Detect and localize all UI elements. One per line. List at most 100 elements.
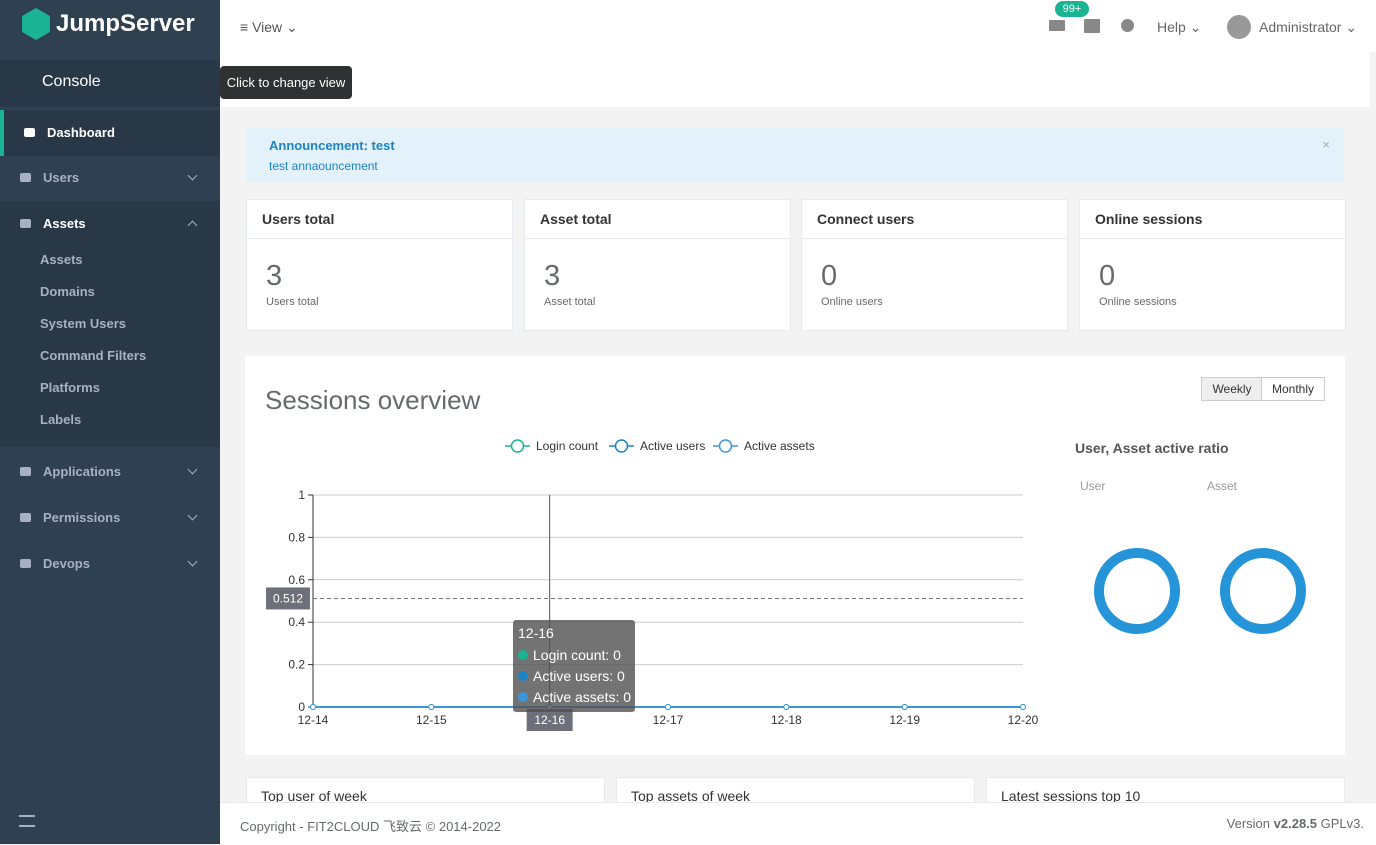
menu-item[interactable]: Applications — [0, 449, 220, 495]
legend-item[interactable]: Active assets — [713, 439, 815, 453]
card-value: 3 — [266, 260, 283, 292]
card-divider — [1080, 238, 1345, 239]
menu-label: Applications — [43, 464, 122, 479]
terminal-icon[interactable] — [1084, 19, 1100, 33]
help-menu[interactable]: Help ⌄ — [1157, 19, 1202, 35]
y-tick-label: 0.4 — [288, 615, 305, 629]
panel: Latest sessions top 10 — [986, 777, 1345, 803]
sidebar: JumpServer Console Dashboard Users Asset… — [0, 0, 220, 844]
card-value: 0 — [1099, 260, 1116, 292]
data-point — [310, 704, 316, 710]
menu-label: Devops — [43, 556, 90, 571]
data-point — [665, 704, 671, 710]
card-value: 3 — [544, 260, 561, 292]
announcement-text: test annaouncement — [269, 159, 378, 173]
menu-label: Users — [43, 170, 80, 185]
user-menu[interactable]: Administrator ⌄ — [1259, 19, 1358, 35]
settings-icon[interactable] — [1121, 19, 1134, 32]
pointer-label: 12-16 — [534, 713, 565, 727]
sessions-chart: 0 0.2 0.4 0.6 0.8 1 12-14 12-15 12-16 12-17 12-18 1… — [266, 439, 1039, 731]
legend-item[interactable]: Active users — [609, 439, 705, 453]
submenu-item[interactable]: Domains — [40, 284, 95, 299]
icon — [20, 513, 31, 522]
x-tick-label: 12-19 — [889, 713, 920, 727]
legend-item[interactable]: Login count — [505, 439, 599, 453]
view-toggle[interactable]: ≡ View ⌄ — [240, 19, 298, 35]
y-tick-label: 1 — [298, 488, 305, 502]
collapse-button[interactable] — [19, 815, 35, 827]
y-tick-label: 0.6 — [288, 573, 305, 587]
page-heading — [220, 52, 1370, 107]
view-label: View — [252, 19, 283, 35]
tooltip: Click to change view — [220, 66, 352, 99]
card-title: Users total — [262, 211, 335, 227]
tooltip-marker — [518, 692, 528, 702]
submenu-item[interactable]: Command Filters — [40, 348, 147, 363]
version-number: v2.28.5 — [1273, 816, 1318, 831]
brand-name: JumpServer — [56, 10, 195, 37]
menu-item[interactable]: Assets — [0, 201, 220, 247]
license: GPLv3. — [1320, 816, 1364, 831]
x-tick-label: 12-15 — [416, 713, 447, 727]
card-divider — [802, 238, 1067, 239]
chevron — [187, 220, 198, 231]
chevron — [187, 556, 198, 567]
announcement: Announcement: test test annaouncement × — [246, 128, 1344, 182]
menu-item[interactable]: Users — [0, 155, 220, 201]
panel-title: Latest sessions top 10 — [1001, 788, 1141, 803]
stat-card: Users total 3 Users total — [246, 199, 513, 331]
legend-label: Active users — [640, 439, 705, 453]
x-tick-label: 12-14 — [298, 713, 329, 727]
submenu-item[interactable]: System Users — [40, 316, 126, 331]
menu-item[interactable]: Permissions — [0, 495, 220, 541]
tooltip-marker — [518, 650, 528, 660]
stat-card: Connect users 0 Online users — [801, 199, 1068, 331]
version-prefix: Version — [1226, 816, 1271, 831]
close-button[interactable]: × — [1322, 137, 1330, 152]
notification-badge: 99+ — [1055, 1, 1089, 17]
card-label: Online sessions — [1099, 296, 1177, 308]
ratio-label: Asset — [1207, 479, 1238, 493]
card-label: Asset total — [544, 296, 596, 308]
icon — [24, 128, 35, 137]
submenu-item[interactable]: Assets — [40, 252, 83, 267]
x-tick-label: 12-20 — [1008, 713, 1039, 727]
y-tick-label: 0.8 — [288, 530, 305, 544]
icon — [20, 173, 31, 182]
legend-marker — [510, 439, 525, 453]
data-point — [428, 704, 435, 710]
submenu — [0, 246, 220, 447]
console-label: Console — [42, 73, 101, 90]
ratio-label: User — [1080, 479, 1106, 493]
weekly-button[interactable]: Weekly — [1201, 377, 1263, 401]
menu-item[interactable]: Devops — [0, 541, 220, 587]
data-point — [901, 704, 908, 710]
legend-label: Login count — [536, 439, 599, 453]
brand[interactable]: JumpServer — [22, 8, 195, 40]
submenu-item[interactable]: Platforms — [40, 380, 100, 395]
console-link[interactable]: Console — [0, 60, 220, 107]
copyright: Copyright - FIT2CLOUD 飞致云 © 2014-2022 — [240, 819, 502, 834]
card-value: 0 — [821, 260, 838, 292]
submenu-item[interactable]: Labels — [40, 412, 82, 427]
menu-item[interactable]: Dashboard — [0, 110, 220, 156]
ratio-donut — [1094, 548, 1180, 634]
footer: Copyright - FIT2CLOUD 飞致云 © 2014-2022 Ve… — [220, 802, 1376, 845]
avatar — [1227, 15, 1251, 39]
x-tick-label: 12-18 — [771, 713, 802, 727]
panel-title: Top assets of week — [631, 788, 751, 803]
card-title: Connect users — [817, 211, 915, 227]
y-tick-label: 0.2 — [288, 658, 305, 672]
monthly-button[interactable]: Monthly — [1261, 377, 1325, 401]
mail-icon[interactable] — [1049, 20, 1065, 31]
ratio-donut — [1220, 548, 1306, 634]
icon — [20, 559, 31, 568]
tooltip-row: Active users: 0 — [533, 668, 625, 684]
card-title: Asset total — [540, 211, 612, 227]
y-tick-label: 0 — [298, 700, 305, 714]
stat-card: Online sessions 0 Online sessions — [1079, 199, 1346, 331]
ratio-title: User, Asset active ratio — [1075, 440, 1229, 456]
card-label: Users total — [266, 296, 319, 308]
